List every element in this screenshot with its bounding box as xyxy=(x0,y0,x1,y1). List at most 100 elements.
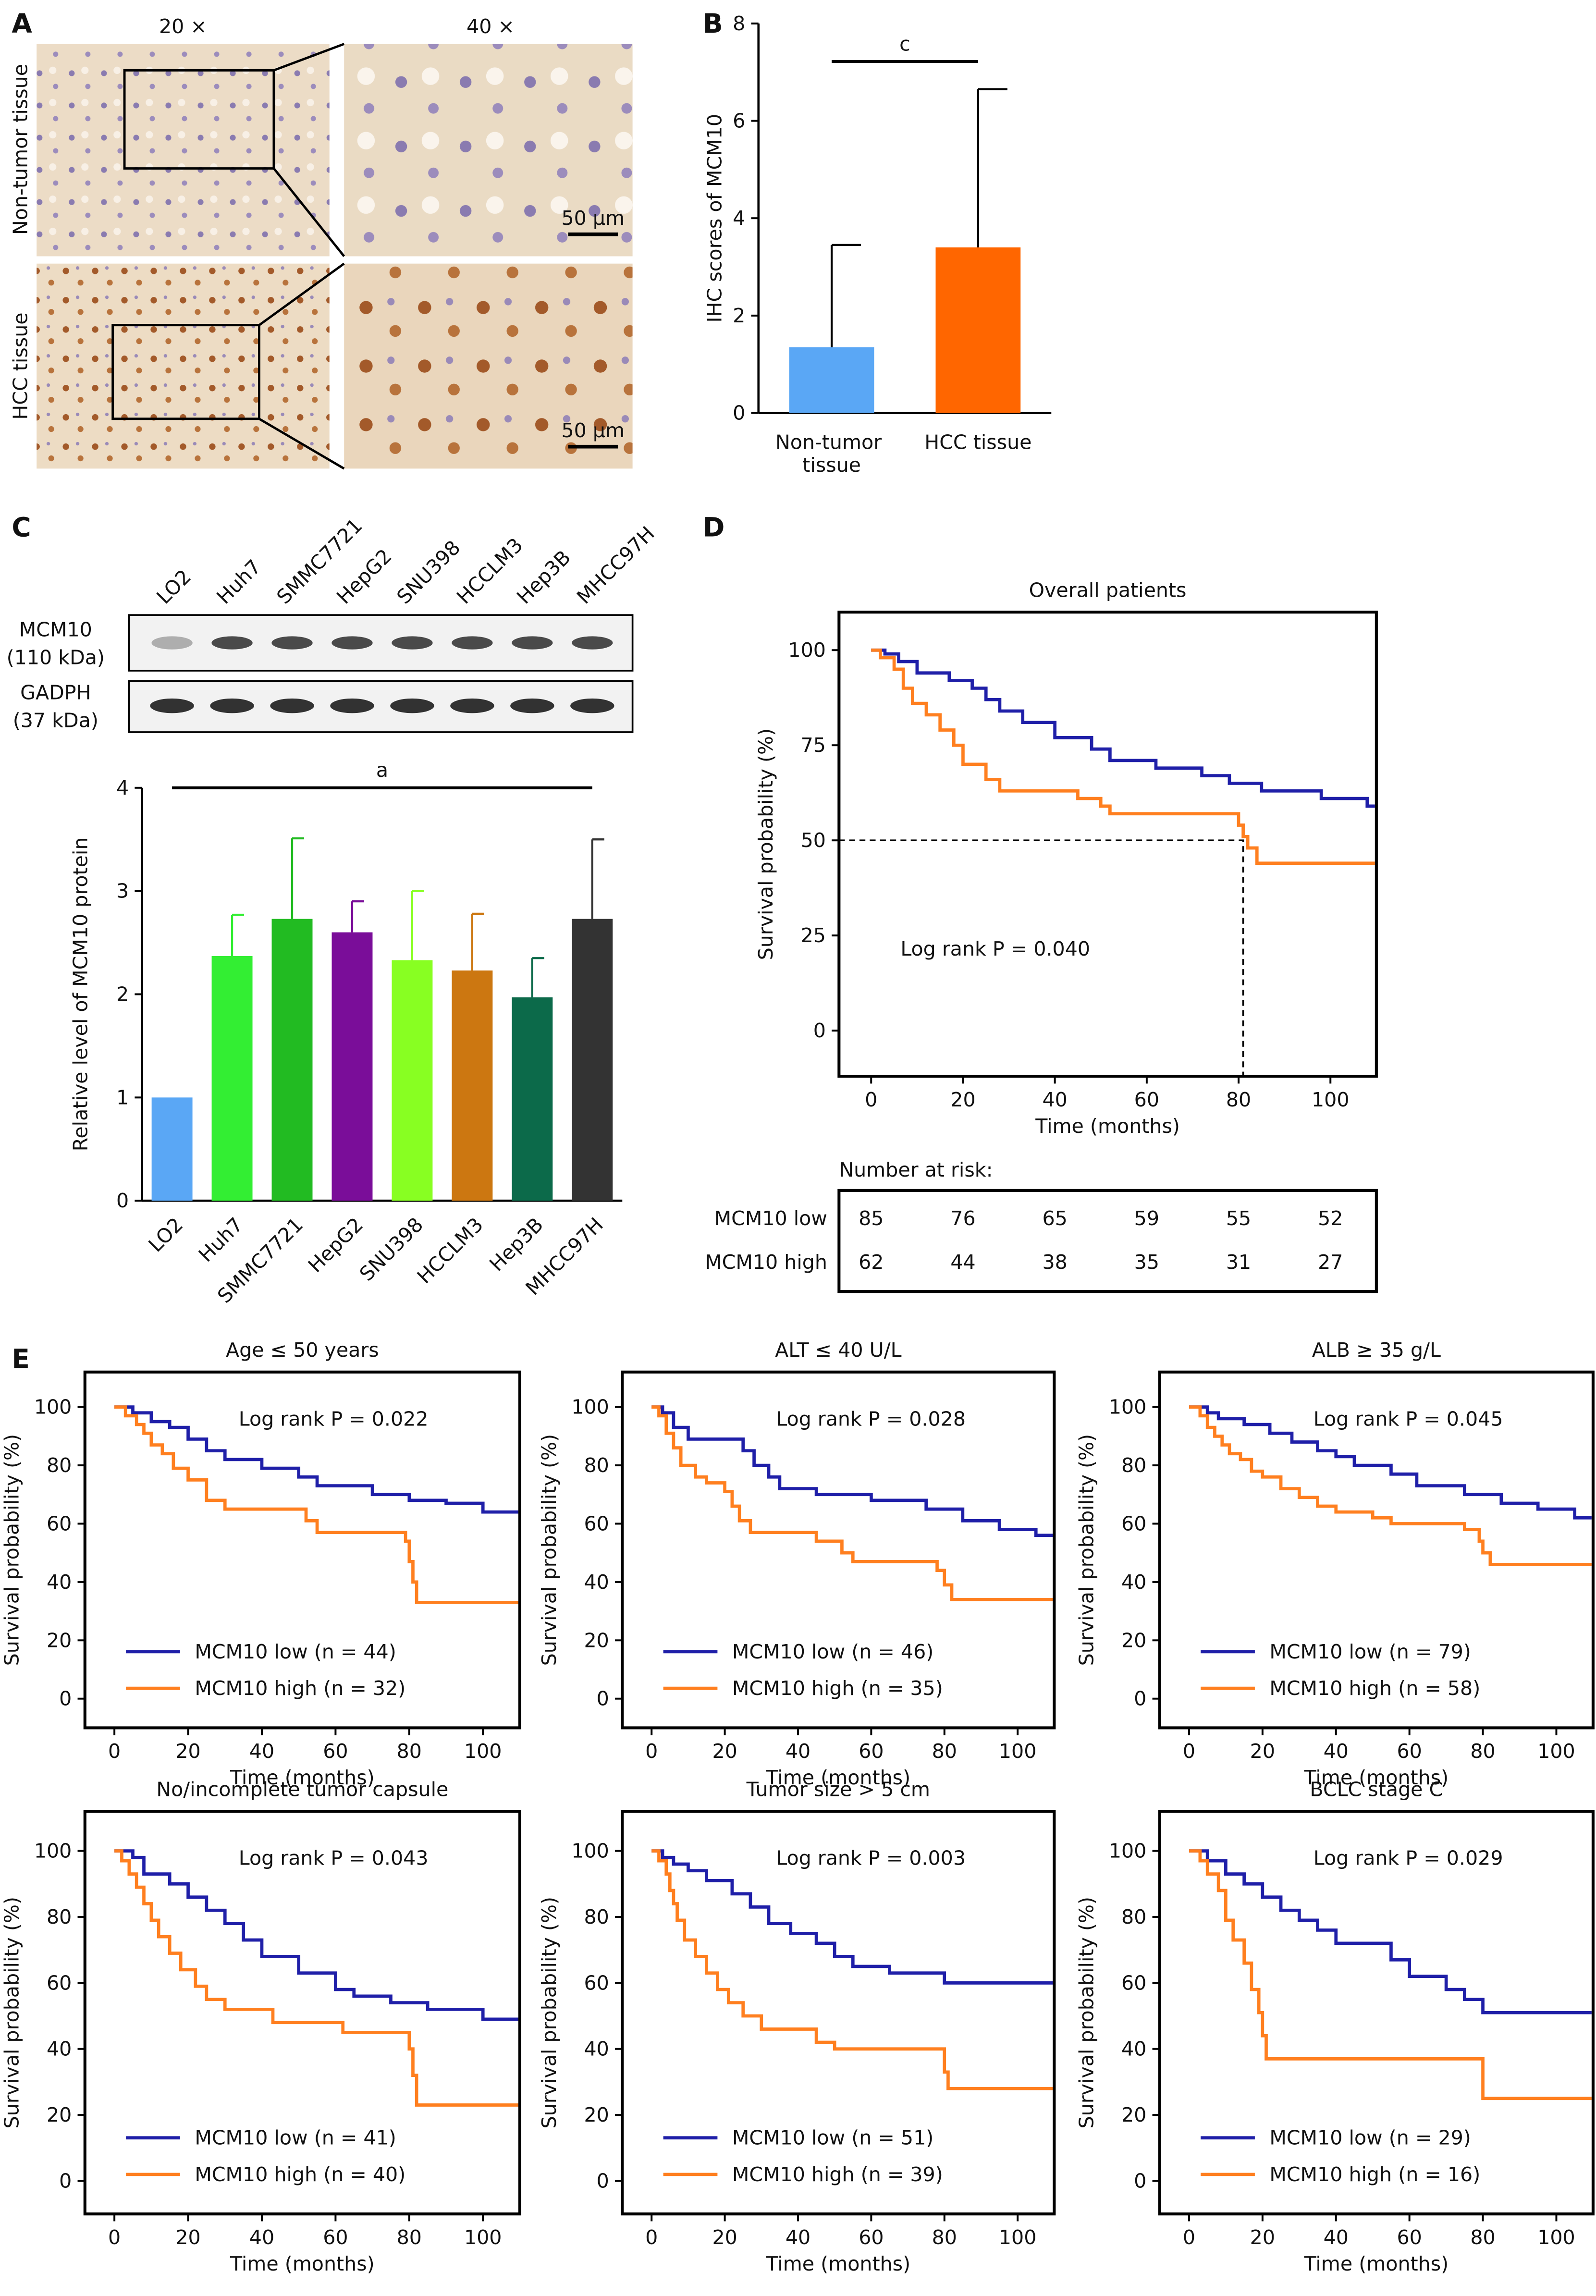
row-label: Non-tumor tissue xyxy=(9,64,32,235)
blot xyxy=(128,614,634,672)
lane-label: LO2 xyxy=(152,565,196,608)
x-tick-label: Huh7 xyxy=(194,1213,247,1266)
y-axis-label: Survival probability (%) xyxy=(538,1897,561,2129)
survival-curve xyxy=(651,1405,1053,1601)
x-tick-label: 80 xyxy=(1470,1740,1495,1763)
y-tick-label: 80 xyxy=(47,1905,72,1928)
legend-label: MCM10 low (n = 51) xyxy=(732,2126,933,2149)
y-tick-label: 0 xyxy=(597,1687,609,1710)
y-tick-label: 60 xyxy=(47,1971,72,1994)
y-tick-label: 80 xyxy=(1121,1905,1146,1928)
y-tick-label: 0 xyxy=(597,2170,609,2193)
y-tick-label: 20 xyxy=(47,2103,72,2126)
y-tick-label: 1 xyxy=(116,1086,129,1109)
lane-label: MHCC97H xyxy=(572,522,659,608)
x-tick-label: 60 xyxy=(1397,1740,1422,1763)
legend-label: MCM10 high (n = 35) xyxy=(732,1677,943,1700)
y-tick-label: 6 xyxy=(733,110,745,133)
band xyxy=(572,636,613,650)
micrograph xyxy=(37,44,330,257)
scale-bar-label: 50 μm xyxy=(562,207,625,230)
risk-count: 52 xyxy=(1318,1207,1343,1230)
y-axis-label: Survival probability (%) xyxy=(0,1897,23,2129)
survival-curve xyxy=(651,1849,1053,2090)
x-tick-label: 20 xyxy=(175,2226,200,2249)
plot-frame xyxy=(621,1810,1056,2216)
micrograph xyxy=(37,263,330,469)
label-line: tissue xyxy=(802,454,861,477)
error-bar xyxy=(591,838,604,919)
risk-count: 65 xyxy=(1042,1207,1067,1230)
chart-title: ALT ≤ 40 U/L xyxy=(775,1338,901,1362)
y-tick-label: 80 xyxy=(584,1905,609,1928)
x-tick-label: 60 xyxy=(859,1740,884,1763)
x-tick-label: 0 xyxy=(645,1740,658,1763)
annotation: Log rank P = 0.040 xyxy=(900,937,1090,960)
y-tick-label: 40 xyxy=(584,2038,609,2061)
x-tick-label: HCCLM3 xyxy=(413,1213,488,1288)
x-tick-label: 40 xyxy=(786,1740,810,1763)
y-tick-label: 2 xyxy=(116,982,129,1006)
chart-title: ALB ≥ 35 g/L xyxy=(1312,1338,1441,1362)
risk-count: 31 xyxy=(1226,1251,1251,1274)
plot-frame xyxy=(83,1370,521,1730)
y-tick-label: 100 xyxy=(1109,1396,1147,1419)
lane-label: SNU398 xyxy=(393,536,465,609)
bar xyxy=(789,347,874,413)
reference-line xyxy=(839,839,1244,1077)
plot-frame xyxy=(621,1370,1056,1730)
survival-curve xyxy=(1189,1405,1592,1566)
x-tick-label: 80 xyxy=(932,2226,957,2249)
panel-label: E xyxy=(12,1343,29,1374)
band xyxy=(390,698,434,713)
y-tick-label: 0 xyxy=(116,1189,129,1212)
error-bar xyxy=(471,912,484,971)
x-axis-label: Time (months) xyxy=(765,2252,910,2275)
y-tick-label: 80 xyxy=(1121,1454,1146,1477)
annotation: Log rank P = 0.029 xyxy=(1314,1847,1503,1870)
x-tick-label: LO2 xyxy=(144,1213,187,1256)
x-tick-label: 0 xyxy=(1183,2226,1195,2249)
lane-label: Huh7 xyxy=(212,555,266,608)
survival-curve xyxy=(871,648,1375,865)
survival-curve xyxy=(1189,1849,1592,2014)
y-tick-label: 40 xyxy=(47,2038,72,2061)
band xyxy=(331,636,373,650)
y-tick-label: 60 xyxy=(1121,1512,1146,1535)
significance-label: a xyxy=(376,759,388,782)
error-bar xyxy=(411,890,424,960)
risk-count: 55 xyxy=(1226,1207,1251,1230)
annotation: Log rank P = 0.043 xyxy=(239,1847,429,1870)
error-bar xyxy=(531,957,544,997)
x-tick-label: 60 xyxy=(1397,2226,1422,2249)
legend-label: MCM10 low (n = 79) xyxy=(1269,1640,1471,1663)
x-tick-label: 0 xyxy=(1183,1740,1195,1763)
y-tick-label: 100 xyxy=(571,1840,609,1863)
y-tick-label: 0 xyxy=(59,2170,72,2193)
risk-table-title: Number at risk: xyxy=(839,1158,993,1181)
band xyxy=(392,636,433,650)
x-tick-label: 0 xyxy=(865,1088,877,1111)
y-tick-label: 40 xyxy=(1121,2038,1146,2061)
y-tick-label: 2 xyxy=(733,304,745,327)
x-tick-label: 20 xyxy=(175,1740,200,1763)
x-tick-label: 100 xyxy=(464,1740,502,1763)
annotation: Log rank P = 0.022 xyxy=(239,1407,429,1430)
y-tick-label: 20 xyxy=(584,1629,609,1652)
plot-frame xyxy=(837,610,1378,1078)
magnification: 20 × xyxy=(159,15,207,38)
y-tick-label: 0 xyxy=(813,1019,826,1042)
panel-label: C xyxy=(12,512,31,542)
y-axis-label: Survival probability (%) xyxy=(0,1434,23,1666)
survival-curve xyxy=(651,1405,1053,1537)
y-tick-label: 100 xyxy=(34,1396,72,1419)
y-axis-label: Survival probability (%) xyxy=(1075,1897,1098,2129)
error-bar xyxy=(291,837,305,919)
bar xyxy=(392,960,433,1201)
bar xyxy=(271,919,313,1201)
x-tick-label: 0 xyxy=(645,2226,658,2249)
survival-curve xyxy=(114,1849,518,2107)
y-tick-label: 75 xyxy=(801,734,826,757)
band-sublabel: (37 kDa) xyxy=(13,709,98,732)
